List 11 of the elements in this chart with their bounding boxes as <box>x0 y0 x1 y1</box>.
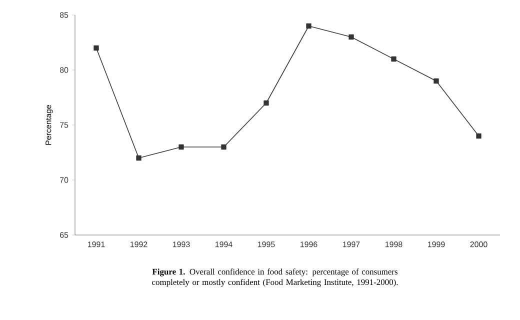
point <box>434 78 439 84</box>
point <box>391 56 396 62</box>
point <box>264 100 269 106</box>
point <box>476 133 482 139</box>
point <box>136 155 142 161</box>
point <box>221 144 226 150</box>
point <box>178 144 184 150</box>
point <box>94 45 99 51</box>
point <box>306 23 312 29</box>
text: Figure 1. Overall confidence in food safety: percentage of consumers completely or mostly confident (Food Marketing Institute, 1991-2000). <box>152 268 398 287</box>
point <box>348 34 354 40</box>
